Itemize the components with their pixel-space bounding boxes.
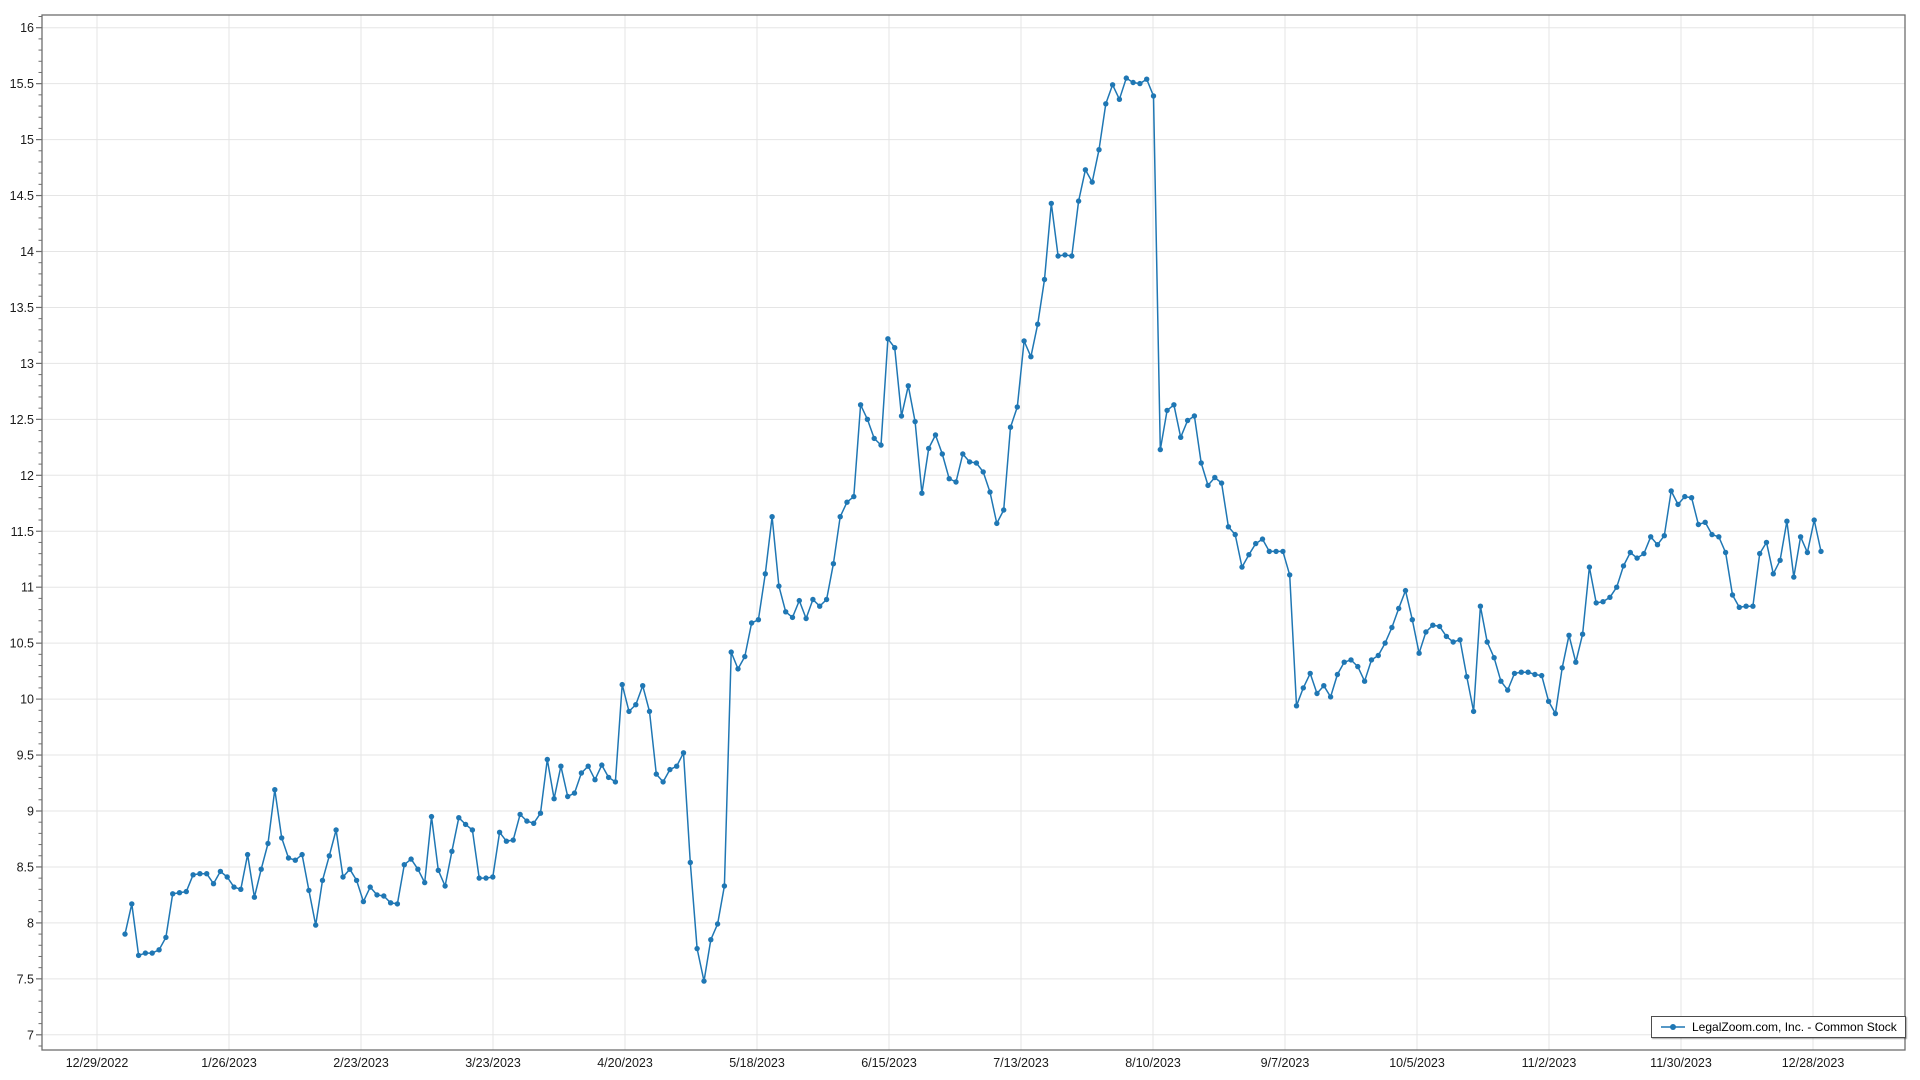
x-tick-label: 9/7/2023 (1261, 1056, 1310, 1070)
legend-label: LegalZoom.com, Inc. - Common Stock (1692, 1020, 1897, 1034)
x-tick-label: 11/30/2023 (1650, 1056, 1712, 1070)
y-tick-label: 10 (20, 693, 34, 707)
y-tick-label: 12 (20, 469, 34, 483)
y-tick-label: 8 (27, 916, 34, 930)
x-tick-label: 1/26/2023 (201, 1056, 257, 1070)
x-tick-label: 11/2/2023 (1522, 1056, 1577, 1070)
price-line (124, 77, 1822, 982)
x-tick-label: 5/18/2023 (729, 1056, 785, 1070)
y-tick-label: 13.5 (10, 301, 34, 315)
y-tick-label: 7 (27, 1028, 34, 1042)
y-tick-label: 10.5 (10, 637, 34, 651)
y-tick-label: 9 (27, 805, 34, 819)
y-tick-label: 12.5 (10, 413, 34, 427)
x-tick-label: 7/13/2023 (993, 1056, 1049, 1070)
gridlines (42, 15, 1905, 1050)
legend-line-marker-icon (1661, 1024, 1685, 1030)
x-tick-label: 4/20/2023 (597, 1056, 653, 1070)
y-tick-label: 14.5 (10, 189, 34, 203)
y-tick-label: 13 (20, 357, 34, 371)
y-tick-label: 14 (20, 245, 34, 259)
y-tick-label: 15 (20, 133, 34, 147)
x-tick-label: 10/5/2023 (1389, 1056, 1445, 1070)
y-tick-label: 11 (21, 581, 34, 595)
data-points (122, 75, 1824, 984)
y-tick-label: 7.5 (17, 972, 34, 986)
plot-border (41, 14, 1906, 1051)
x-tick-label: 2/23/2023 (333, 1056, 389, 1070)
x-tick-label: 6/15/2023 (861, 1056, 917, 1070)
x-tick-label: 12/29/2022 (66, 1056, 129, 1070)
y-tick-label: 16 (20, 21, 34, 35)
y-tick-label: 11.5 (11, 525, 34, 539)
legend: LegalZoom.com, Inc. - Common Stock (1651, 1016, 1906, 1038)
y-tick-label: 15.5 (10, 77, 34, 91)
x-tick-label: 3/23/2023 (465, 1056, 521, 1070)
x-tick-label: 8/10/2023 (1125, 1056, 1181, 1070)
x-axis: 12/29/2022 1/26/2023 2/23/2023 3/23/2023 4/2… (66, 1056, 1845, 1070)
y-tick-label: 9.5 (17, 749, 34, 763)
y-tick-label: 8.5 (17, 860, 34, 874)
y-axis: 7 7.5 8 8.5 9 9.5 10 10.5 11 11.5 12 12.5 13 13.5 14 14… (10, 16, 42, 1047)
x-tick-label: 12/28/2023 (1782, 1056, 1845, 1070)
